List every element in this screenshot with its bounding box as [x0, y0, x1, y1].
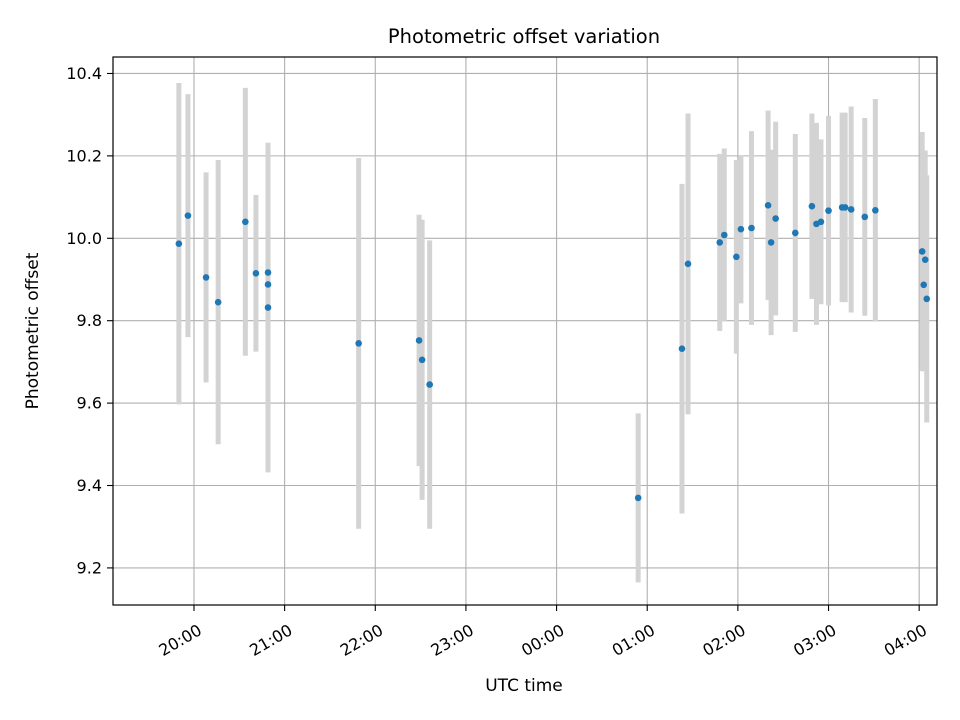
- data-point: [791, 229, 799, 237]
- y-tick-label: 9.2: [77, 558, 102, 577]
- data-point: [415, 337, 423, 344]
- data-point: [214, 298, 222, 306]
- data-point: [737, 225, 745, 233]
- data-point: [764, 202, 772, 209]
- data-point: [264, 281, 272, 288]
- data-point: [748, 224, 755, 232]
- data-point: [684, 260, 692, 268]
- y-axis-label: Photometric offset: [23, 252, 43, 409]
- data-point: [920, 281, 928, 289]
- y-axis-ticks: 9.2 9.4 9.6 9.8 10.0 10.2 10.4: [66, 64, 113, 577]
- data-point: [921, 256, 929, 264]
- data-point: [817, 218, 825, 226]
- data-point: [418, 356, 426, 364]
- plot-frame: [112, 56, 938, 606]
- data-point: [716, 239, 724, 246]
- data-point: [825, 207, 832, 214]
- data-point: [264, 304, 272, 311]
- data-point: [426, 381, 433, 388]
- data-point: [847, 206, 855, 213]
- data-point: [923, 295, 931, 303]
- data-point: [772, 215, 779, 222]
- data-point: [355, 340, 362, 347]
- y-tick-label: 9.8: [77, 311, 102, 330]
- data-point: [767, 239, 775, 246]
- data-point: [808, 202, 816, 210]
- data-point: [175, 240, 183, 247]
- x-axis-label: UTC time: [485, 676, 563, 696]
- y-tick-label: 10.2: [66, 146, 102, 165]
- data-point: [733, 253, 740, 261]
- y-tick-label: 9.4: [77, 476, 102, 495]
- data-point: [184, 212, 192, 219]
- data-point: [252, 270, 260, 277]
- grid-lines: [113, 57, 937, 605]
- data-point: [861, 213, 869, 221]
- y-tick-label: 9.6: [77, 394, 102, 413]
- data-point: [202, 274, 210, 281]
- chart-title: Photometric offset variation: [388, 25, 660, 48]
- data-point: [872, 206, 879, 214]
- y-tick-label: 10.0: [66, 229, 102, 248]
- data-point: [264, 269, 272, 276]
- data-point: [678, 345, 686, 353]
- data-point: [841, 204, 849, 211]
- data-point: [720, 231, 728, 239]
- data-point: [242, 218, 249, 226]
- y-tick-label: 10.4: [66, 64, 102, 83]
- data-point: [634, 494, 642, 502]
- data-points: [175, 202, 931, 502]
- data-point: [918, 248, 926, 255]
